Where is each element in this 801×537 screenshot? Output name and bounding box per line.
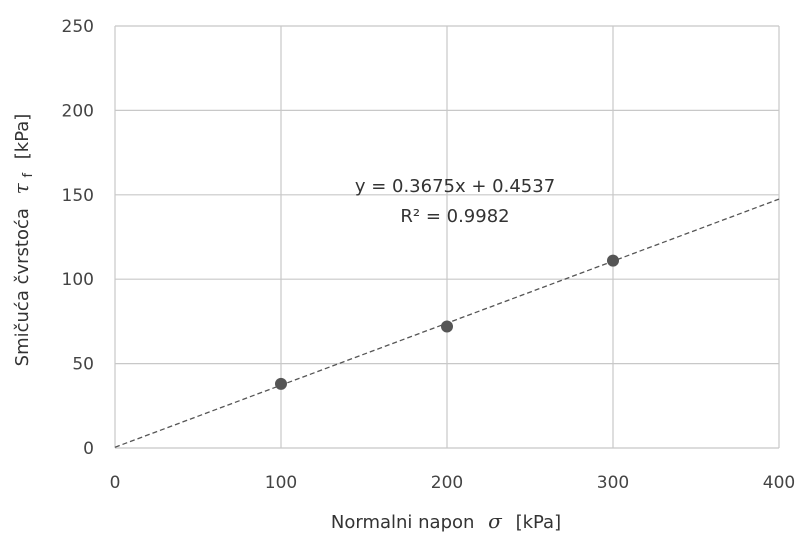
x-axis-title: Normalni napon σ [kPa]	[331, 509, 561, 533]
y-tick-label: 150	[62, 186, 94, 206]
x-tick-label: 400	[763, 473, 795, 493]
y-tick-label: 100	[62, 270, 94, 290]
data-point	[441, 320, 453, 332]
x-tick-label: 0	[110, 473, 121, 493]
y-axis-title: Smičuća čvrstoća τ f [kPa]	[9, 114, 37, 367]
x-tick-label: 100	[265, 473, 297, 493]
y-tick-label: 0	[83, 439, 94, 459]
y-tick-label: 250	[62, 17, 94, 37]
y-tick-label: 50	[72, 355, 94, 375]
x-tick-label: 300	[597, 473, 629, 493]
data-point	[607, 255, 619, 267]
x-tick-label: 200	[431, 473, 463, 493]
trendline-equation: y = 0.3675x + 0.4537	[355, 176, 555, 197]
x-tick-labels: 0 100 200 300 400	[110, 473, 796, 493]
data-point	[275, 378, 287, 390]
y-tick-label: 200	[62, 101, 94, 121]
y-tick-labels: 0 50 100 150 200 250	[62, 17, 94, 459]
trendline-r2: R² = 0.9982	[400, 206, 509, 227]
